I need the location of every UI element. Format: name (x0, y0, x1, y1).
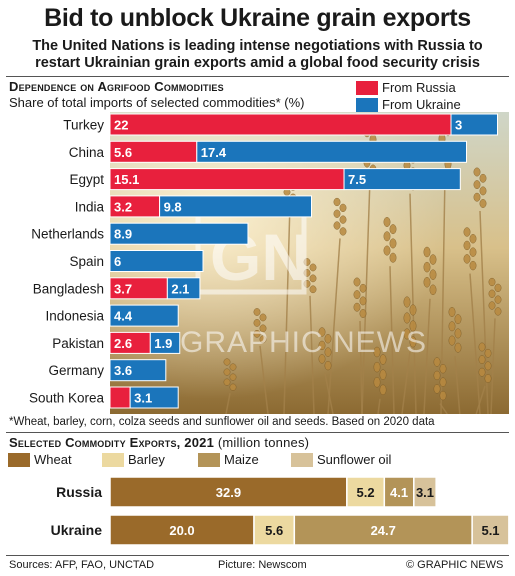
legend-swatch-ukraine (356, 98, 378, 112)
category-label: Russia (56, 484, 102, 500)
value-label-ukraine: 2.1 (171, 281, 189, 296)
value-label-ukraine: 9.8 (164, 199, 182, 214)
bar-wheat (109, 476, 348, 508)
footer-sources: Sources: AFP, FAO, UNCTAD (9, 559, 155, 571)
subheadline: The United Nations is leading intense ne… (32, 38, 483, 71)
bar-ukraine (109, 250, 204, 272)
value-label-ukraine: 4.4 (114, 309, 133, 324)
watermark-text: GRAPHIC NEWS (180, 326, 427, 359)
category-label: Egypt (69, 172, 104, 187)
bar-ukraine (343, 168, 461, 191)
bar-ukraine (109, 359, 167, 382)
value-label-ukraine: 6 (114, 254, 121, 269)
value-label-russia: 3.7 (114, 281, 132, 296)
value-label-maize: 4.1 (390, 485, 408, 500)
legend-label-sunflower-oil: Sunflower oil (317, 452, 392, 467)
footer-credit: © GRAPHIC NEWS (406, 559, 504, 571)
bar-ukraine (450, 113, 498, 136)
category-label: India (75, 199, 105, 214)
section1-title: Dependence on Agrifood Commodities (9, 79, 224, 94)
legend-swatch-barley (102, 453, 124, 467)
category-label: Germany (48, 363, 104, 378)
value-label-maize: 24.7 (371, 523, 396, 538)
category-label: Pakistan (52, 336, 104, 351)
value-label-russia: 2.6 (114, 336, 132, 351)
value-label-barley: 5.6 (265, 523, 283, 538)
bar-ukraine (129, 386, 179, 409)
bar-ukraine (166, 277, 201, 300)
value-label-barley: 5.2 (357, 485, 375, 500)
bar-ukraine (196, 140, 468, 163)
category-label: Turkey (63, 118, 104, 133)
value-label-wheat: 32.9 (216, 485, 241, 500)
value-label-wheat: 20.0 (169, 523, 194, 538)
bar-sunflower-oil (471, 514, 510, 546)
legend-label-barley: Barley (128, 452, 165, 467)
bar-barley (346, 476, 386, 508)
category-label: Indonesia (45, 309, 104, 324)
value-label-russia: 3.2 (114, 199, 132, 214)
section2-unit: (million tonnes) (217, 435, 310, 450)
value-label-ukraine: 17.4 (201, 145, 227, 160)
legend-label-maize: Maize (224, 452, 259, 467)
value-label-ukraine: 3 (455, 118, 462, 133)
category-label: Bangladesh (33, 281, 104, 296)
divider-top (6, 76, 509, 77)
legend-swatch-wheat (8, 453, 30, 467)
value-label-ukraine: 8.9 (114, 227, 132, 242)
value-label-ukraine: 3.1 (134, 391, 152, 406)
legend-label-ukraine: From Ukraine (382, 97, 461, 112)
legend-swatch-sunflower-oil (291, 453, 313, 467)
category-label: China (69, 145, 105, 160)
bar-sunflower-oil (413, 476, 437, 508)
value-label-ukraine: 7.5 (348, 172, 366, 187)
bar-maize (383, 476, 415, 508)
footer-picture: Picture: Newscom (218, 559, 307, 571)
legend-swatch-maize (198, 453, 220, 467)
value-label-sunflower-oil: 3.1 (416, 485, 434, 500)
footnote: *Wheat, barley, corn, colza seeds and su… (9, 416, 435, 428)
legend-swatch-russia (356, 81, 378, 95)
divider-middle (6, 432, 509, 433)
category-label: Netherlands (31, 227, 104, 242)
bar-maize (293, 514, 473, 546)
value-label-sunflower-oil: 5.1 (481, 523, 499, 538)
legend-label-russia: From Russia (382, 80, 456, 95)
bar-barley (253, 514, 296, 546)
value-label-ukraine: 3.6 (114, 363, 132, 378)
section2-title: Selected Commodity Exports, 2021 (millio… (9, 435, 309, 450)
category-label: Spain (69, 254, 104, 269)
bar-ukraine (109, 222, 249, 245)
value-label-ukraine: 1.9 (154, 336, 172, 351)
value-label-russia: 15.1 (114, 172, 139, 187)
wheat-ears (223, 116, 502, 414)
section1-subtitle: Share of total imports of selected commo… (9, 95, 305, 110)
legend-label-wheat: Wheat (34, 452, 72, 467)
section2-title-text: Selected Commodity Exports, 2021 (9, 435, 215, 450)
bar-ukraine (109, 304, 179, 327)
bar-ukraine (149, 331, 181, 354)
bar-ukraine (159, 195, 312, 218)
value-label-russia: 5.6 (114, 145, 132, 160)
category-label: Ukraine (51, 522, 103, 538)
headline: Bid to unblock Ukraine grain exports (44, 4, 471, 32)
divider-bottom (6, 555, 509, 556)
value-label-russia: 22 (114, 118, 128, 133)
category-label: South Korea (29, 391, 105, 406)
